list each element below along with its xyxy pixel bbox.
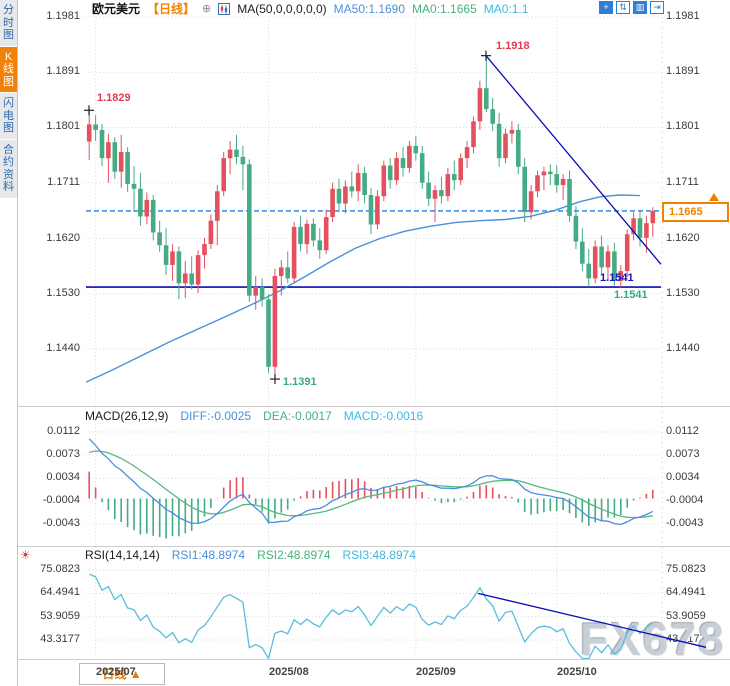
macd-header: MACD(26,12,9) DIFF:-0.0025 DEA:-0.0017 M… [85,409,423,423]
period-selector[interactable]: 日线 ▲ [79,663,165,685]
macd-label[interactable]: MACD(26,12,9) [85,409,169,423]
sidebar-tab-kline-chart[interactable]: K线图 [0,46,17,92]
indicator-settings-icon[interactable]: ☀ [20,548,31,562]
x-axis-label: 2025/07 [96,666,136,678]
macd-diff-value: DIFF:-0.0025 [180,409,252,423]
bottom-cell-divider [17,660,18,686]
time-axis-bar: 日线 ▲ 2025/07 2025/08 2025/09 2025/10 [0,660,730,686]
indicator-panel-icon[interactable]: ▥ [633,1,647,14]
x-axis-label: 2025/09 [416,666,456,678]
macd-dea-value: DEA:-0.0017 [263,409,332,423]
sidebar-tab-time-chart[interactable]: 分时图 [0,0,17,46]
rsi-label[interactable]: RSI(14,14,14) [85,548,160,562]
panel-separator-main-macd [17,406,730,407]
ma0-value-cyan: MA0:1.1 [483,1,529,16]
rsi2-value: RSI2:48.8974 [257,548,331,562]
add-indicator-icon[interactable]: ⊕ [202,3,212,15]
watermark: FX678 [580,613,726,665]
pan-tool-icon[interactable]: + [599,1,613,14]
candlestick-style-icon[interactable] [218,2,231,15]
rsi3-value: RSI3:48.8974 [342,548,416,562]
rsi1-value: RSI1:48.8974 [171,548,246,562]
panel-separator-bottom [0,659,730,660]
x-axis-label: 2025/10 [557,666,597,678]
candlestick-style-icon-glyph [218,2,231,15]
ma0-value-green: MA0:1.1665 [412,1,477,16]
sidebar-divider [17,0,18,686]
rsi-header: RSI(14,14,14) RSI1:48.8974 RSI2:48.8974 … [85,548,416,562]
axis-scale-icon[interactable]: ⇅ [616,1,630,14]
collapse-panel-icon[interactable]: ⇥ [650,1,664,14]
price-up-triangle-icon [709,193,719,201]
x-axis-label: 2025/08 [269,666,309,678]
panel-separator-macd-rsi [17,546,730,547]
sidebar: 分时图 K线图 闪电图 合约资料 [0,0,17,686]
symbol-name: 欧元美元 [92,2,141,16]
sidebar-tab-contract-info[interactable]: 合约资料 [0,139,17,198]
current-price-badge: 1.1665 [662,202,729,222]
ma-settings-label[interactable]: MA(50,0,0,0,0,0) [237,1,327,16]
sidebar-tab-flash-chart[interactable]: 闪电图 [0,93,17,139]
macd-hist-value: MACD:-0.0016 [343,409,424,423]
chart-header: 欧元美元 【日线】 ⊕ MA(50,0,0,0,0,0) MA50:1.1690… [92,0,528,17]
chart-toolbar: + ⇅ ▥ ⇥ [599,1,664,14]
ma50-value: MA50:1.1690 [333,1,406,16]
period-tag: 【日线】 [147,2,196,16]
